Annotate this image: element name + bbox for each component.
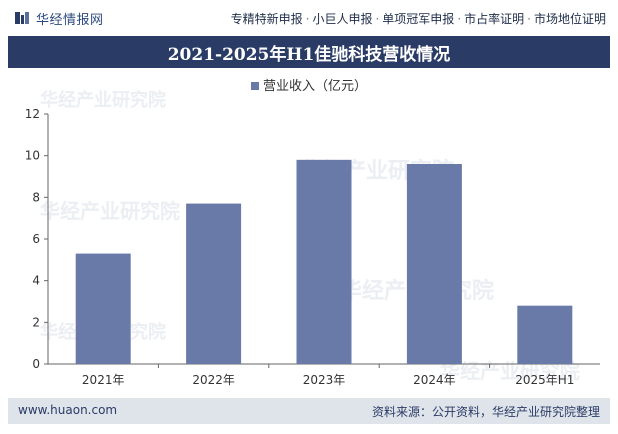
- y-tick-label: 6: [32, 232, 40, 246]
- tag-separator: ·: [305, 12, 310, 26]
- y-tick-label: 0: [32, 357, 40, 371]
- y-tick-label: 10: [25, 149, 40, 163]
- bar: [406, 164, 462, 364]
- bar: [186, 203, 242, 364]
- footer-source: 资料来源：公开资料，华经产业研究院整理: [371, 405, 600, 419]
- x-tick-label: 2022年: [192, 373, 235, 387]
- x-tick-label: 2025年H1: [515, 373, 574, 387]
- legend-swatch: [251, 82, 259, 90]
- watermark-text: 华经产业研究院: [40, 199, 180, 223]
- service-tag[interactable]: 专精特新申报: [230, 12, 303, 26]
- service-tag[interactable]: 单项冠军申报: [382, 12, 455, 26]
- brand-logo-icon: [15, 12, 29, 24]
- bar: [517, 305, 573, 364]
- bar: [75, 253, 131, 364]
- tag-separator: ·: [457, 12, 462, 26]
- title-bar: 2021-2025年H1佳驰科技营收情况: [8, 36, 610, 68]
- bar-chart: 华经产业研究院华经产业研究院华经产业研究院华经产业研究院华经产业研究院华经产业研…: [25, 79, 600, 387]
- tag-separator: ·: [527, 12, 531, 26]
- footer-site-link[interactable]: www.huaon.com: [18, 403, 118, 417]
- x-tick-label: 2024年: [413, 373, 456, 387]
- brand[interactable]: 华经情报网: [14, 9, 104, 28]
- service-tag[interactable]: 小巨人申报: [312, 12, 373, 26]
- x-tick-label: 2023年: [303, 373, 346, 387]
- y-tick-label: 2: [32, 315, 40, 329]
- x-tick-label: 2021年: [82, 373, 125, 387]
- y-tick-label: 12: [25, 107, 40, 121]
- chart-title: 2021-2025年H1佳驰科技营收情况: [167, 44, 451, 65]
- top-bar: 华经情报网 专精特新申报 · 小巨人申报 · 单项冠军申报 · 市占率证明 · 市场地位证明: [0, 0, 618, 36]
- footer: www.huaon.com 资料来源：公开资料，华经产业研究院整理: [8, 398, 610, 424]
- service-tags: 专精特新申报 · 小巨人申报 · 单项冠军申报 · 市占率证明 · 市场地位证明: [231, 10, 606, 27]
- tag-separator: ·: [375, 12, 380, 26]
- service-tag[interactable]: 市场地位证明: [533, 12, 606, 26]
- watermark-text: 华经产业研究院: [40, 89, 166, 111]
- brand-name: 华经情报网: [36, 12, 104, 28]
- legend-label: 营业收入（亿元）: [263, 79, 367, 94]
- service-tag[interactable]: 市占率证明: [464, 12, 525, 26]
- y-tick-label: 8: [32, 190, 40, 204]
- chart-area: 华经产业研究院华经产业研究院华经产业研究院华经产业研究院华经产业研究院华经产业研…: [0, 68, 618, 398]
- bar: [296, 159, 352, 364]
- y-tick-label: 4: [32, 274, 40, 288]
